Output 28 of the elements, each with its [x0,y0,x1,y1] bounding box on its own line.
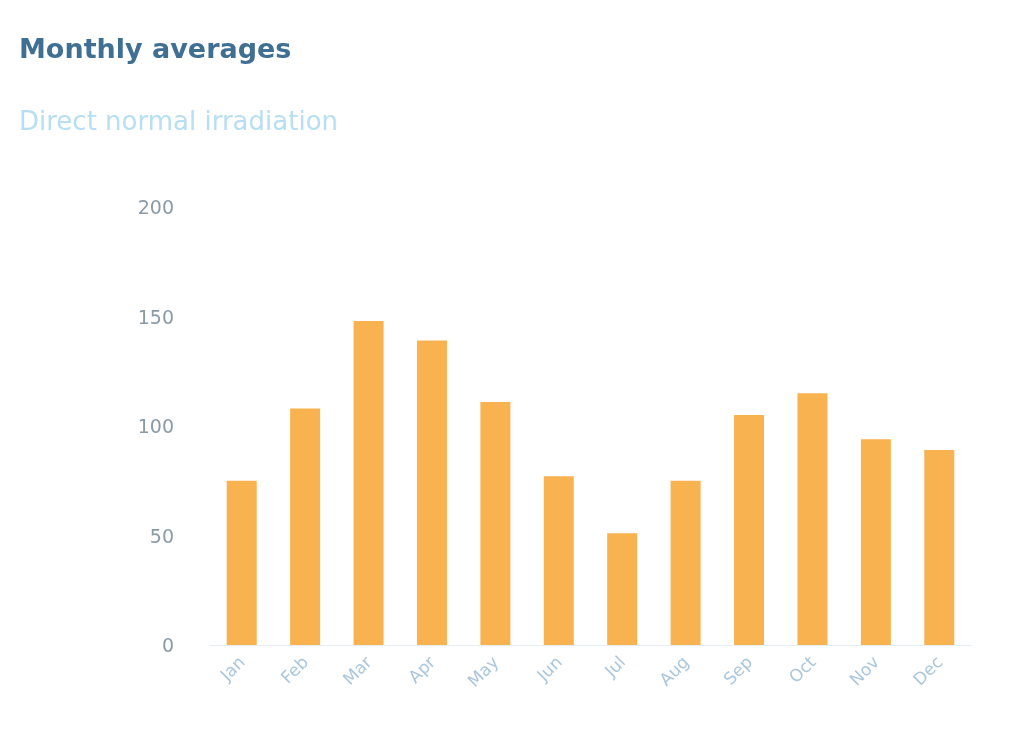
bar [860,439,891,645]
y-tick-label: 100 [137,415,174,437]
bar [543,476,574,645]
y-tick-label: 150 [137,305,174,328]
x-tick-label: Jul [599,651,630,682]
bar [734,415,765,645]
bar [226,480,257,645]
x-tick-label: Feb [276,651,313,688]
bar [480,401,511,645]
y-tick-label: 50 [149,524,174,547]
y-tick-label: 0 [161,634,174,656]
x-tick-label: Oct [784,651,820,687]
bar [607,533,638,645]
chart-subtitle: Direct normal irradiation [19,106,339,136]
y-tick-label: 200 [137,196,174,218]
bar [670,480,701,645]
bar [353,320,384,645]
x-tick-label: Jan [215,651,249,686]
bar [797,393,828,645]
bar [924,450,955,645]
bar [416,340,447,645]
x-tick-label: Jun [532,651,566,686]
chart-title: Monthly averages [19,33,292,64]
x-tick-label: Mar [338,651,376,689]
x-tick-label: Sep [719,651,757,689]
x-tick-label: Dec [908,651,947,690]
x-tick-label: Apr [404,651,440,687]
bar [290,408,321,645]
